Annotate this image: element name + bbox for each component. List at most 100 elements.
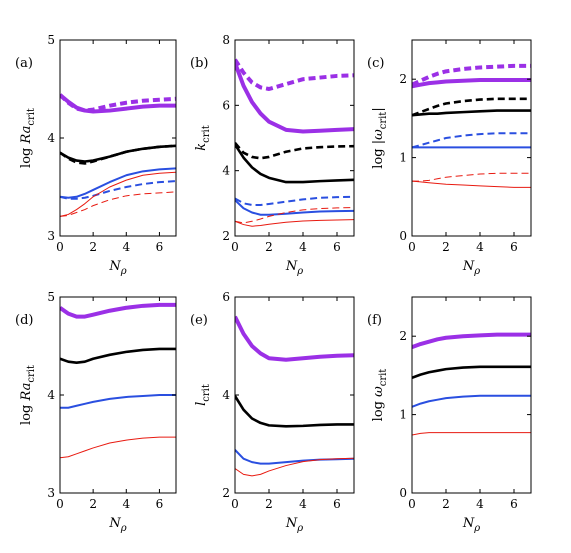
series-line-purple-solid [60, 302, 176, 319]
y-axis-label: log Racrit [19, 108, 37, 168]
x-tick-label: 0 [231, 497, 239, 511]
series-line-red-solid [412, 180, 531, 188]
y-axis-label: log Racrit [19, 365, 37, 425]
x-axis-label: Nρ [108, 259, 126, 277]
series-line-black-dashed [60, 144, 176, 165]
y-tick-label: 3 [47, 229, 55, 243]
x-tick-label: 4 [122, 240, 130, 254]
plot-frame [234, 39, 355, 237]
x-tick-label: 4 [299, 240, 307, 254]
y-tick-label: 8 [222, 33, 230, 47]
series-line-red-dashed [412, 172, 531, 182]
y-tick-label: 6 [222, 290, 230, 304]
y-tick-label: 6 [222, 98, 230, 112]
x-axis-label: Nρ [285, 259, 303, 277]
series-line-purple-dashed [412, 63, 531, 87]
y-tick-label: 2 [222, 229, 230, 243]
panel-label: (c) [367, 56, 384, 71]
panel-label: (a) [15, 56, 33, 71]
panel-label: (b) [190, 56, 208, 71]
series-line-black-solid [235, 143, 354, 184]
x-tick-label: 6 [510, 240, 518, 254]
series-group [60, 93, 176, 217]
x-tick-label: 6 [333, 240, 341, 254]
series-line-black-solid [412, 365, 531, 379]
x-tick-label: 6 [333, 497, 341, 511]
series-line-black-dashed [235, 142, 354, 160]
series-line-blue-solid [412, 394, 531, 408]
panel-6: 0 2 4 6 0 1 2 Nρ log ωcrit (f) [367, 296, 532, 534]
series-line-black-solid [412, 109, 531, 117]
x-tick-label: 2 [89, 240, 97, 254]
y-tick-label: 1 [399, 408, 407, 422]
series-line-blue-dashed [60, 180, 176, 200]
y-axis-label: lcrit [194, 384, 212, 406]
panel-label: (e) [190, 313, 208, 328]
x-tick-label: 4 [476, 240, 484, 254]
x-tick-label: 2 [265, 240, 273, 254]
series-line-black-solid [235, 395, 354, 428]
series-line-purple-solid [412, 77, 531, 89]
series-line-blue-solid [235, 199, 354, 216]
y-tick-label: 4 [222, 164, 230, 178]
panel-3: 0 2 4 6 0 1 2 Nρ log |ωcrit| (c) [367, 39, 532, 277]
y-tick-label: 2 [222, 486, 230, 500]
series-line-red-dashed [235, 207, 354, 224]
series-group [235, 58, 354, 227]
series-line-purple-dashed [235, 58, 354, 91]
panel-1: 0 2 4 6 3 4 5 Nρ log Racrit (a) [15, 33, 177, 277]
x-tick-label: 0 [408, 240, 416, 254]
x-tick-label: 2 [89, 497, 97, 511]
y-tick-label: 0 [399, 486, 407, 500]
y-axis-label: log |ωcrit| [371, 107, 389, 168]
series-line-red-solid [235, 219, 354, 227]
x-tick-label: 4 [476, 497, 484, 511]
series-line-purple-dashed [60, 93, 176, 113]
panel-4: 0 2 4 6 3 4 5 Nρ log Racrit (d) [15, 290, 177, 534]
plot-frame [411, 296, 532, 494]
series-group [412, 63, 531, 188]
x-tick-label: 4 [299, 497, 307, 511]
series-group [60, 302, 176, 459]
series-group [412, 332, 531, 436]
x-tick-label: 6 [156, 240, 164, 254]
x-tick-label: 0 [231, 240, 239, 254]
series-line-blue-solid [60, 167, 176, 199]
x-tick-label: 4 [122, 497, 130, 511]
x-axis-label: Nρ [285, 516, 303, 534]
x-tick-label: 6 [156, 497, 164, 511]
series-line-purple-solid [412, 332, 531, 350]
y-tick-label: 5 [47, 33, 55, 47]
series-line-red-solid [235, 457, 354, 477]
plot-frame [411, 39, 532, 237]
series-line-blue-dashed [235, 195, 354, 206]
y-axis-label: kcrit [194, 125, 212, 151]
series-line-red-solid [60, 436, 176, 459]
x-tick-label: 2 [442, 240, 450, 254]
panel-label: (d) [15, 313, 33, 328]
series-line-black-dashed [412, 97, 531, 117]
y-tick-label: 2 [399, 329, 407, 343]
x-tick-label: 0 [56, 497, 64, 511]
x-tick-label: 2 [265, 497, 273, 511]
y-tick-label: 4 [47, 131, 55, 145]
series-line-red-solid [60, 171, 176, 217]
x-axis-label: Nρ [108, 516, 126, 534]
y-tick-label: 4 [47, 388, 55, 402]
x-tick-label: 6 [510, 497, 518, 511]
x-tick-label: 2 [442, 497, 450, 511]
series-line-blue-solid [60, 394, 176, 409]
y-tick-label: 5 [47, 290, 55, 304]
panel-label: (f) [367, 313, 382, 328]
plot-frame [59, 39, 177, 237]
y-tick-label: 2 [399, 72, 407, 86]
y-tick-label: 0 [399, 229, 407, 243]
series-line-purple-solid [235, 62, 354, 134]
x-tick-label: 0 [408, 497, 416, 511]
x-axis-label: Nρ [462, 516, 480, 534]
x-axis-label: Nρ [462, 259, 480, 277]
series-group [235, 315, 354, 477]
y-axis-label: log ωcrit [371, 369, 389, 422]
